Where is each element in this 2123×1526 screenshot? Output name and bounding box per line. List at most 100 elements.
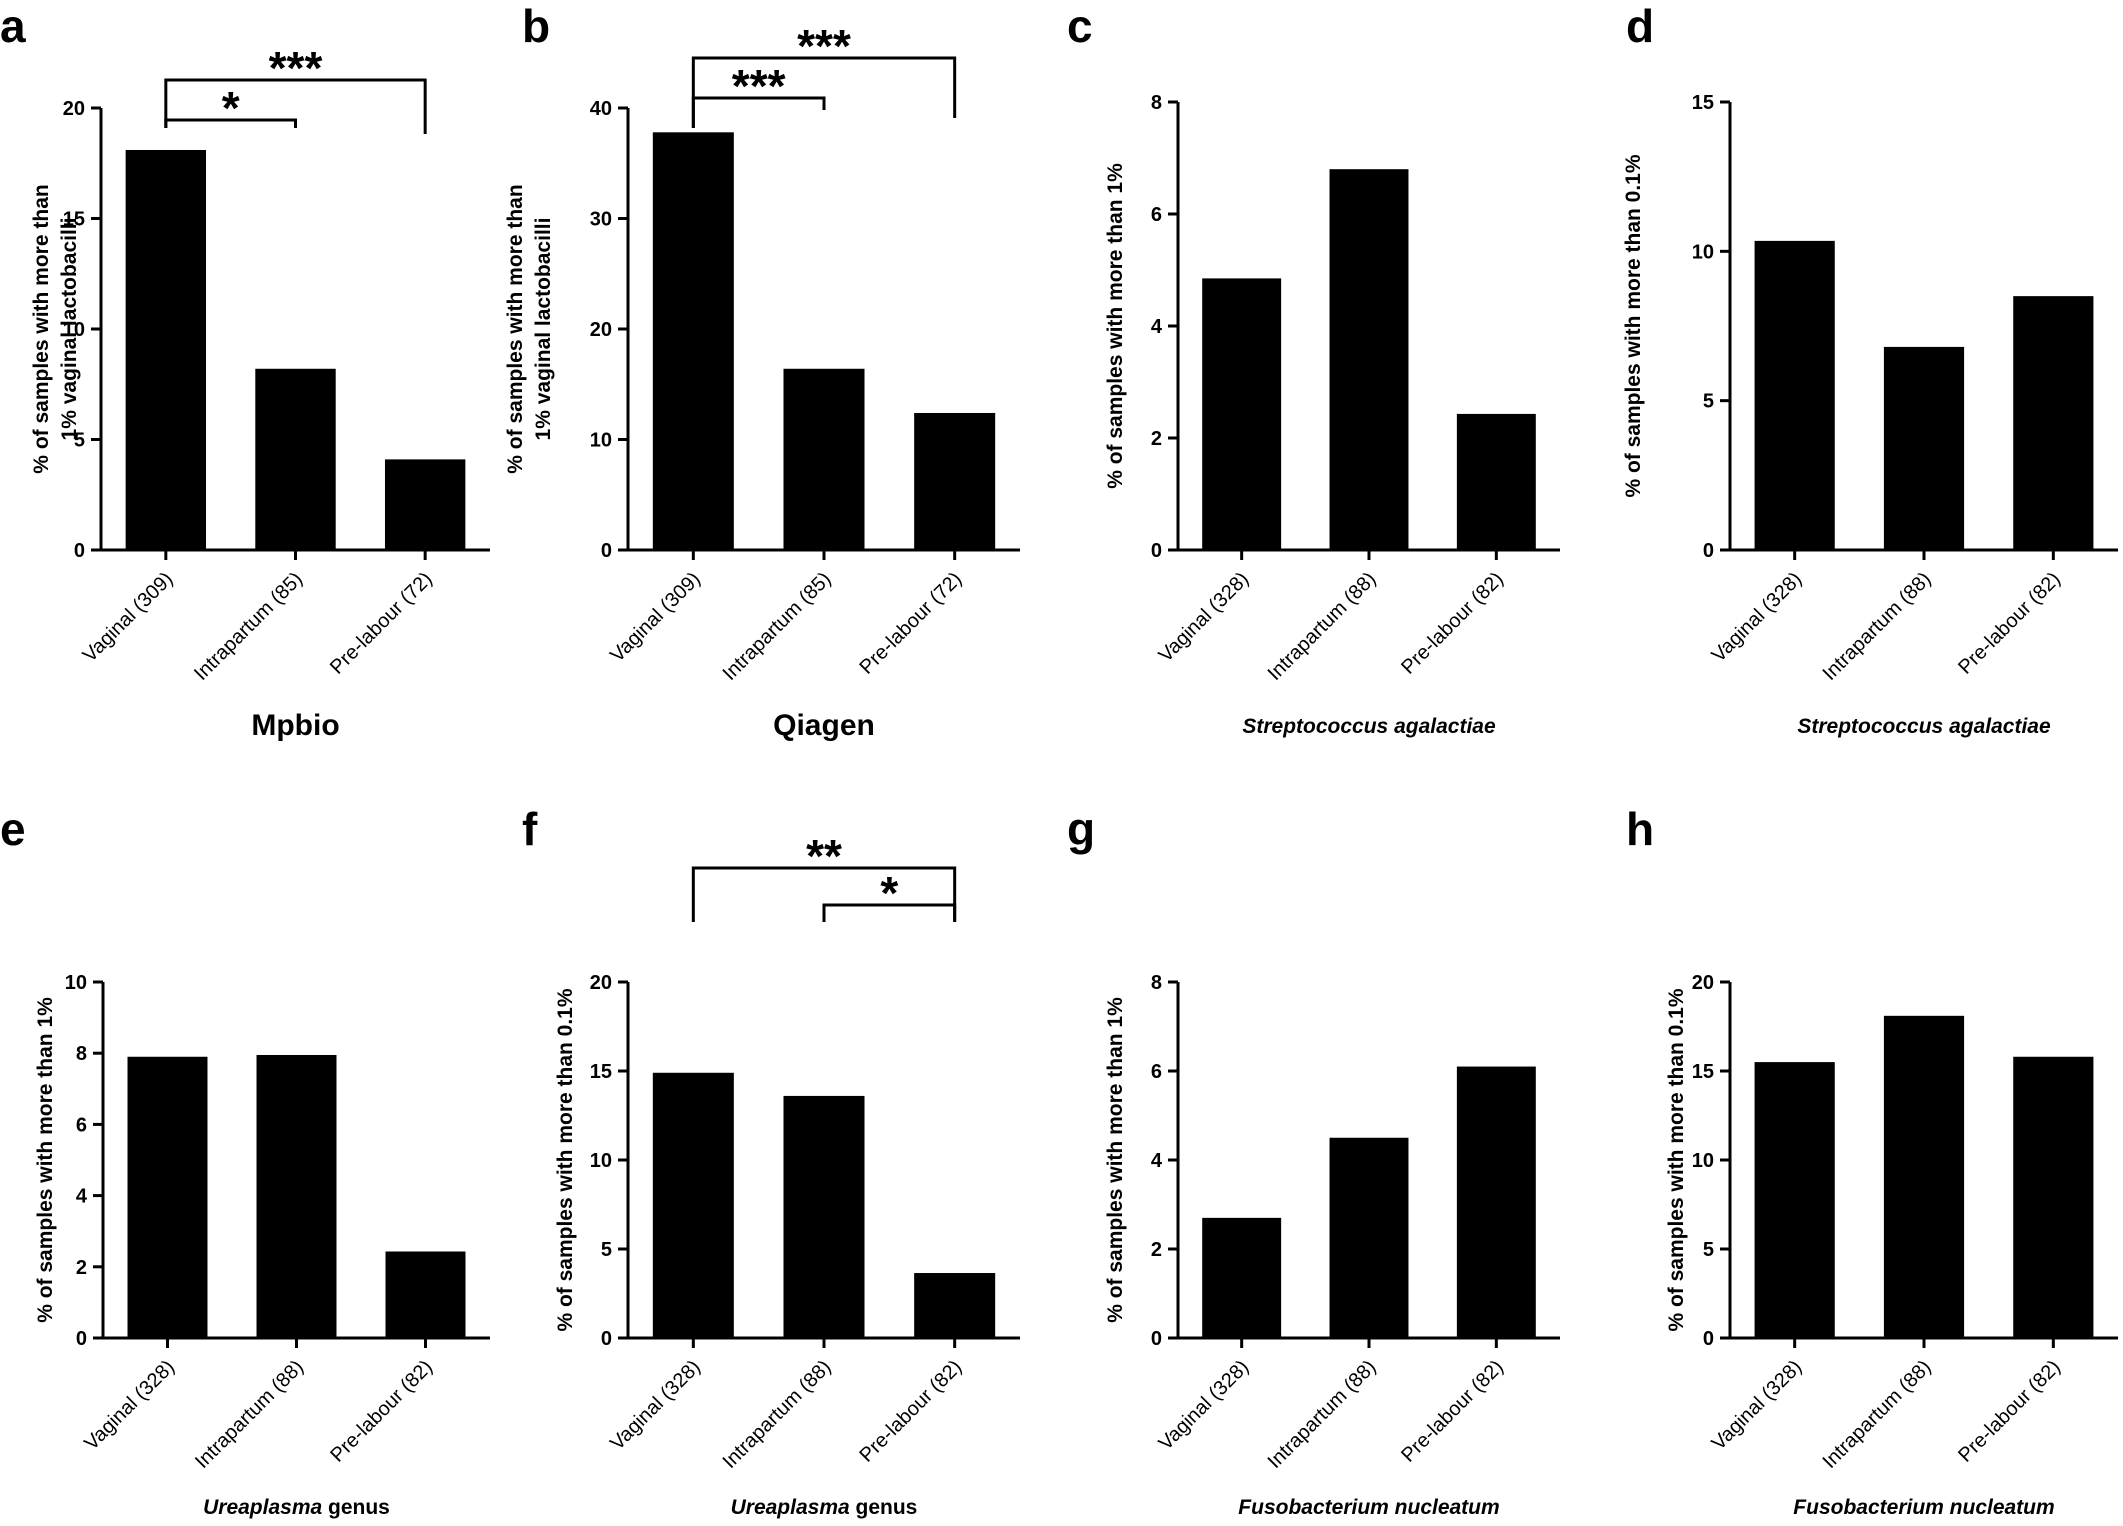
y-tick-label: 15 <box>1692 92 1714 114</box>
chart-title-italic: Ureaplasma <box>731 1496 850 1519</box>
y-tick-label: 4 <box>1151 316 1163 338</box>
chart-title: Streptococcus agalactiae <box>1797 715 2051 738</box>
y-axis-label: % of samples with more than 0.1% <box>1665 988 1688 1331</box>
x-category-label: Vaginal (328) <box>1155 1356 1254 1455</box>
y-tick-label: 0 <box>74 540 85 562</box>
y-tick-label: 20 <box>63 98 85 120</box>
x-category-label: Pre-labour (82) <box>1397 568 1508 679</box>
bar-2 <box>1329 1137 1409 1338</box>
y-tick-label: 5 <box>74 430 85 452</box>
y-tick-label: 0 <box>1151 540 1162 562</box>
chart-title-italic: Ureaplasma <box>203 1496 322 1519</box>
panel-e: e 0 2 4 6 8 10 Vaginal (328) Intrapartum (88) Pre… <box>0 803 490 1519</box>
x-category-label: Intrapartum (88) <box>191 1356 308 1473</box>
y-tick-label: 10 <box>65 972 87 994</box>
x-category-label: Pre-labour (82) <box>1397 1356 1508 1467</box>
y-axis-label: % of samples with more than <box>504 184 527 473</box>
chart-title: Ureaplasma genus <box>731 1496 918 1519</box>
y-tick-label: 20 <box>590 319 612 341</box>
significance-label: ** <box>806 830 842 882</box>
y-tick-label: 15 <box>590 1061 612 1083</box>
significance-bracket <box>164 78 427 134</box>
y-tick-label: 6 <box>1151 1061 1162 1083</box>
y-tick-label: 5 <box>601 1239 612 1261</box>
bar-1 <box>1754 240 1835 550</box>
y-tick-label: 4 <box>1151 1150 1163 1172</box>
panel-letter: b <box>522 0 550 52</box>
panel-h: h 0 5 10 15 20 Vaginal (328) Intrapartum (88) Pr… <box>1626 803 2118 1519</box>
y-tick-label: 0 <box>1703 1328 1714 1350</box>
bar-3 <box>914 412 996 550</box>
x-category-label: Pre-labour (82) <box>1954 1356 2065 1467</box>
x-category-label: Vaginal (328) <box>80 1356 179 1455</box>
significance-bracket <box>691 56 957 128</box>
panel-d: d 0 5 10 15 Vaginal (328) Intrapartum (88) Pre-… <box>1622 0 2118 738</box>
bar-3 <box>1456 413 1536 550</box>
y-tick-label: 5 <box>1703 391 1714 413</box>
chart-title: Ureaplasma genus <box>203 1496 390 1519</box>
x-category-label: Intrapartum (88) <box>1264 568 1381 685</box>
x-category-label: Pre-labour (82) <box>856 1356 967 1467</box>
significance-label: *** <box>797 20 851 72</box>
y-tick-label: 4 <box>76 1186 88 1208</box>
panel-a: a 0 5 10 15 20 Vaginal (309) Intrapartum (85) Pr… <box>0 0 490 742</box>
x-category-label: Vaginal (328) <box>606 1356 705 1455</box>
y-tick-label: 0 <box>601 540 612 562</box>
x-category-label: Vaginal (309) <box>79 568 178 667</box>
panel-letter: e <box>0 803 26 855</box>
significance-label: * <box>880 867 898 919</box>
significance-bracket <box>822 903 957 922</box>
y-tick-label: 6 <box>1151 204 1162 226</box>
y-tick-label: 10 <box>590 1150 612 1172</box>
y-tick-label: 10 <box>590 430 612 452</box>
y-axis-label: % of samples with more than 1% <box>1104 163 1127 489</box>
bar-1 <box>1202 278 1282 550</box>
y-tick-label: 15 <box>63 209 85 231</box>
panel-letter: f <box>522 803 538 855</box>
bar-3 <box>1456 1066 1536 1338</box>
y-tick-label: 8 <box>76 1043 87 1065</box>
y-tick-label: 0 <box>601 1328 612 1350</box>
y-tick-label: 2 <box>1151 428 1162 450</box>
y-tick-label: 8 <box>1151 972 1162 994</box>
panel-b: b 0 10 20 30 40 Vaginal (309) Intrapartum (85) P… <box>504 0 1020 742</box>
y-axis-label: % of samples with more than 1% <box>34 997 57 1323</box>
y-axis-label: % of samples with more than <box>30 184 53 473</box>
panel-g: g 0 2 4 6 8 Vaginal (328) Intrapartum (88) Pre-l… <box>1067 803 1560 1519</box>
x-category-label: Pre-labour (82) <box>1954 568 2065 679</box>
chart-title-suffix: genus <box>850 1496 918 1519</box>
bar-2 <box>255 368 336 550</box>
significance-bracket <box>691 866 957 922</box>
y-tick-label: 40 <box>590 98 612 120</box>
x-category-label: Intrapartum (88) <box>1819 568 1936 685</box>
bar-1 <box>652 132 734 550</box>
y-tick-label: 10 <box>1692 1150 1714 1172</box>
chart-title-suffix: genus <box>322 1496 390 1519</box>
y-axis-label: 1% vaginal lactobacilli <box>532 218 555 441</box>
significance-bracket <box>691 96 826 128</box>
y-tick-label: 6 <box>76 1114 87 1136</box>
bar-1 <box>1202 1217 1282 1338</box>
significance-label: *** <box>269 42 323 94</box>
chart-title: Mpbio <box>251 709 339 742</box>
y-tick-label: 20 <box>590 972 612 994</box>
y-tick-label: 0 <box>1703 540 1714 562</box>
significance-label: * <box>222 82 240 134</box>
y-tick-label: 2 <box>76 1257 87 1279</box>
y-tick-label: 0 <box>1151 1328 1162 1350</box>
bar-1 <box>127 1056 208 1338</box>
y-axis-label: 1% vaginal lactobacilli <box>58 218 81 441</box>
y-axis-label: % of samples with more than 0.1% <box>1622 154 1645 497</box>
bar-1 <box>1754 1062 1835 1338</box>
significance-bracket <box>164 118 297 128</box>
x-category-label: Intrapartum (88) <box>1264 1356 1381 1473</box>
y-tick-label: 20 <box>1692 972 1714 994</box>
bar-2 <box>1883 1015 1965 1338</box>
panel-letter: h <box>1626 803 1654 855</box>
panel-letter: a <box>0 0 26 52</box>
y-axis-label: % of samples with more than 1% <box>1104 997 1127 1323</box>
y-axis-label: % of samples with more than 0.1% <box>554 988 577 1331</box>
x-category-label: Pre-labour (72) <box>326 568 437 679</box>
significance-label: *** <box>732 60 786 112</box>
